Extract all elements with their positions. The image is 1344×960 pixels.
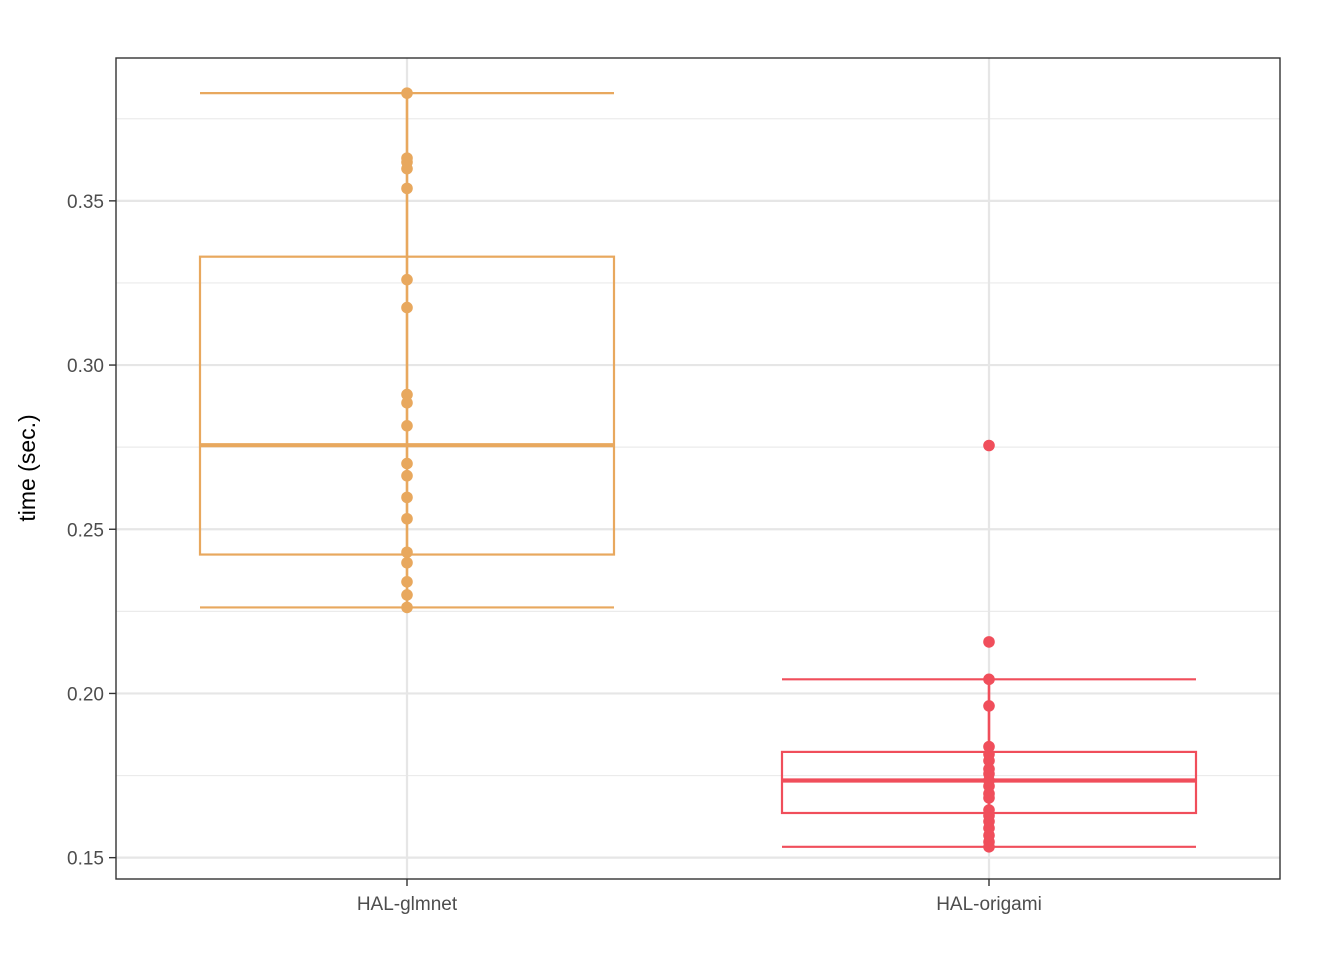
data-point (401, 162, 413, 175)
data-point (401, 388, 413, 401)
data-point (983, 792, 995, 804)
data-point (401, 420, 413, 432)
data-point (401, 301, 413, 314)
y-tick-label: 0.15 (67, 849, 104, 870)
x-tick-label: HAL-origami (936, 894, 1042, 915)
data-point (401, 512, 413, 525)
data-point (401, 87, 413, 99)
y-tick-label: 0.30 (67, 356, 104, 377)
data-point (983, 754, 995, 767)
box-group-HAL-origami (780, 439, 1198, 853)
data-point (401, 556, 413, 569)
series-layer (198, 87, 1198, 853)
data-point (983, 439, 995, 452)
data-point (401, 546, 413, 559)
x-axis: HAL-glmnet HAL-origami (357, 879, 1042, 915)
y-tick-label: 0.20 (67, 684, 104, 705)
data-point (401, 182, 413, 195)
x-tick-label: HAL-glmnet (357, 894, 458, 915)
panel-border (115, 57, 1281, 880)
data-point (401, 589, 413, 601)
data-point (983, 841, 995, 853)
y-axis-title: time (sec.) (14, 414, 40, 521)
data-point (401, 457, 413, 470)
data-point (401, 397, 413, 409)
y-tick-label: 0.35 (67, 192, 104, 213)
data-point (401, 273, 413, 286)
data-point (983, 636, 995, 648)
data-point (983, 700, 995, 712)
data-point (401, 491, 413, 504)
y-tick-label: 0.25 (67, 520, 104, 541)
data-point (401, 601, 413, 614)
y-axis: 0.15 0.20 0.25 0.30 0.35 (67, 192, 116, 870)
data-point (983, 673, 995, 686)
box-group-HAL-glmnet (198, 87, 616, 614)
data-point (401, 469, 413, 482)
data-point (401, 575, 413, 588)
panel-background (116, 58, 1280, 879)
